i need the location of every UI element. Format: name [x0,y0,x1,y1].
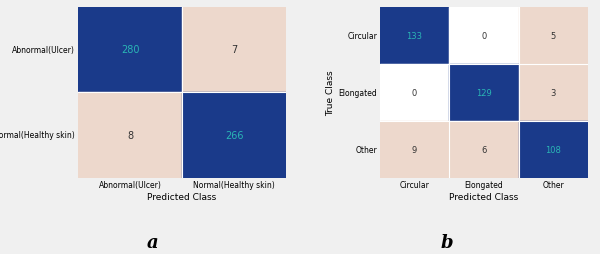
Text: 280: 280 [121,45,139,55]
Text: 0: 0 [412,88,417,97]
Text: a: a [147,233,159,251]
Text: 5: 5 [551,31,556,40]
Bar [518,121,588,178]
X-axis label: Predicted Class: Predicted Class [148,192,217,201]
X-axis label: Predicted Class: Predicted Class [449,192,518,201]
Bar [518,8,588,64]
Text: 0: 0 [481,31,487,40]
Text: 7: 7 [231,45,237,55]
Text: 8: 8 [127,130,133,140]
Text: 129: 129 [476,88,492,97]
Bar [78,8,182,93]
Text: 266: 266 [225,130,244,140]
Text: 108: 108 [545,145,561,154]
Bar [518,64,588,121]
Y-axis label: True Class: True Class [326,70,335,115]
Bar [380,8,449,64]
Bar [449,8,518,64]
Text: 6: 6 [481,145,487,154]
Bar [380,121,449,178]
Text: 133: 133 [407,31,422,40]
Bar [449,64,518,121]
Text: 9: 9 [412,145,417,154]
Bar [182,8,286,93]
Text: b: b [440,233,454,251]
Text: 3: 3 [551,88,556,97]
Bar [78,93,182,178]
Bar [449,121,518,178]
Bar [182,93,286,178]
Bar [380,64,449,121]
